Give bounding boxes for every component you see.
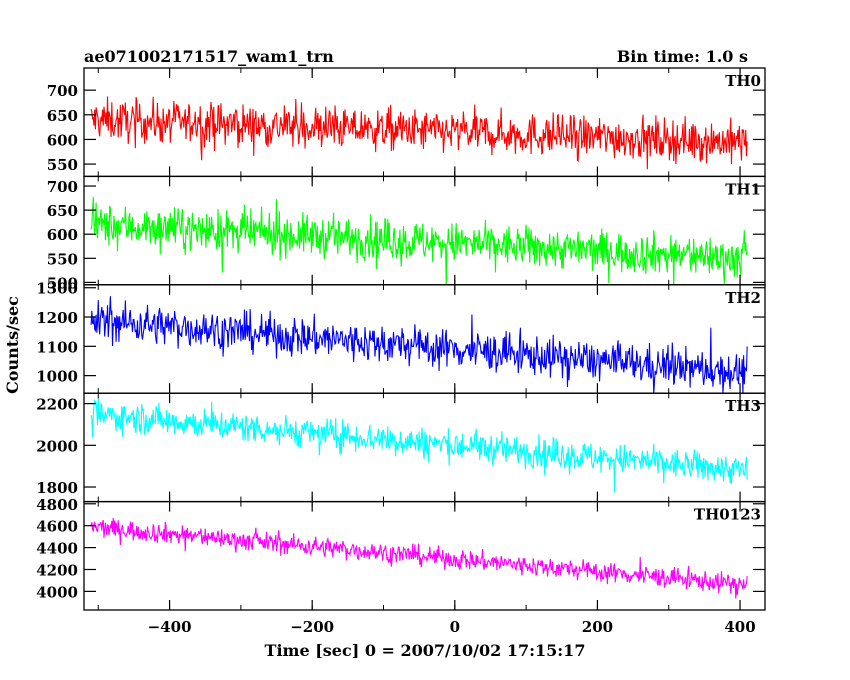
- y-tick-label: 700: [47, 82, 78, 100]
- y-tick-label: 4000: [36, 583, 78, 601]
- series-th0123: [90, 517, 748, 599]
- y-tick-label: 1100: [36, 338, 78, 356]
- y-tick-label: 500: [47, 274, 78, 292]
- y-tick-label: 4200: [36, 561, 78, 579]
- panels-group: 550 600 650 700 TH0 500 550 600 650 700 TH1 1000 110…: [36, 67, 766, 611]
- x-tick-label: −400: [148, 618, 192, 636]
- panel-th1: 500 550 600 650 700 TH1: [47, 175, 766, 292]
- y-tick-label: 4400: [36, 540, 78, 558]
- y-tick-label: 4800: [36, 496, 78, 514]
- y-tick-label: 1000: [36, 368, 78, 386]
- panel-label: TH2: [725, 289, 761, 307]
- y-tick-label: 600: [47, 131, 78, 149]
- chart-title: ae071002171517_wam1_trn: [84, 47, 334, 66]
- panel-label: TH0123: [694, 506, 761, 524]
- y-tick-label: 4600: [36, 518, 78, 536]
- x-tick-label: 200: [582, 618, 613, 636]
- y-tick-label: 700: [47, 178, 78, 196]
- x-tick-label: 0: [450, 618, 460, 636]
- panel-frame: [83, 284, 766, 394]
- panel-th2: 1000 1100 1200 1300 TH2: [36, 280, 766, 394]
- y-tick-label: 600: [47, 226, 78, 244]
- y-tick-label: 1200: [36, 309, 78, 327]
- x-axis: −400 −200 0 200 400: [148, 618, 756, 636]
- y-tick-label: 650: [47, 107, 78, 125]
- panel-th3: 1800 2000 2200 TH3: [36, 392, 766, 503]
- panel-label: TH1: [725, 180, 761, 198]
- y-tick-label: 650: [47, 202, 78, 220]
- x-tick-label: −200: [290, 618, 334, 636]
- panel-label: TH0: [725, 72, 761, 90]
- x-tick-label: 400: [724, 618, 755, 636]
- y-tick-label: 1800: [36, 479, 78, 497]
- y-tick-label: 2200: [36, 396, 78, 414]
- panel-th0: 550 600 650 700 TH0: [47, 67, 766, 178]
- y-tick-label: 1300: [36, 280, 78, 298]
- bin-time-label: Bin time: 1.0 s: [617, 47, 748, 66]
- series-th1: [90, 196, 748, 285]
- series-th2: [90, 296, 748, 394]
- panel-frame: [83, 500, 766, 611]
- y-axis-label: Counts/sec: [3, 296, 22, 394]
- panel-label: TH3: [725, 397, 761, 415]
- panel-th0123: 4000 4200 4400 4600 4800 TH0123: [36, 496, 766, 611]
- series-th3: [90, 397, 748, 493]
- x-axis-label: Time [sec] 0 = 2007/10/02 17:15:17: [265, 641, 586, 660]
- y-tick-label: 550: [47, 156, 78, 174]
- y-tick-label: 2000: [36, 437, 78, 455]
- y-tick-label: 550: [47, 250, 78, 268]
- series-th0: [90, 96, 748, 170]
